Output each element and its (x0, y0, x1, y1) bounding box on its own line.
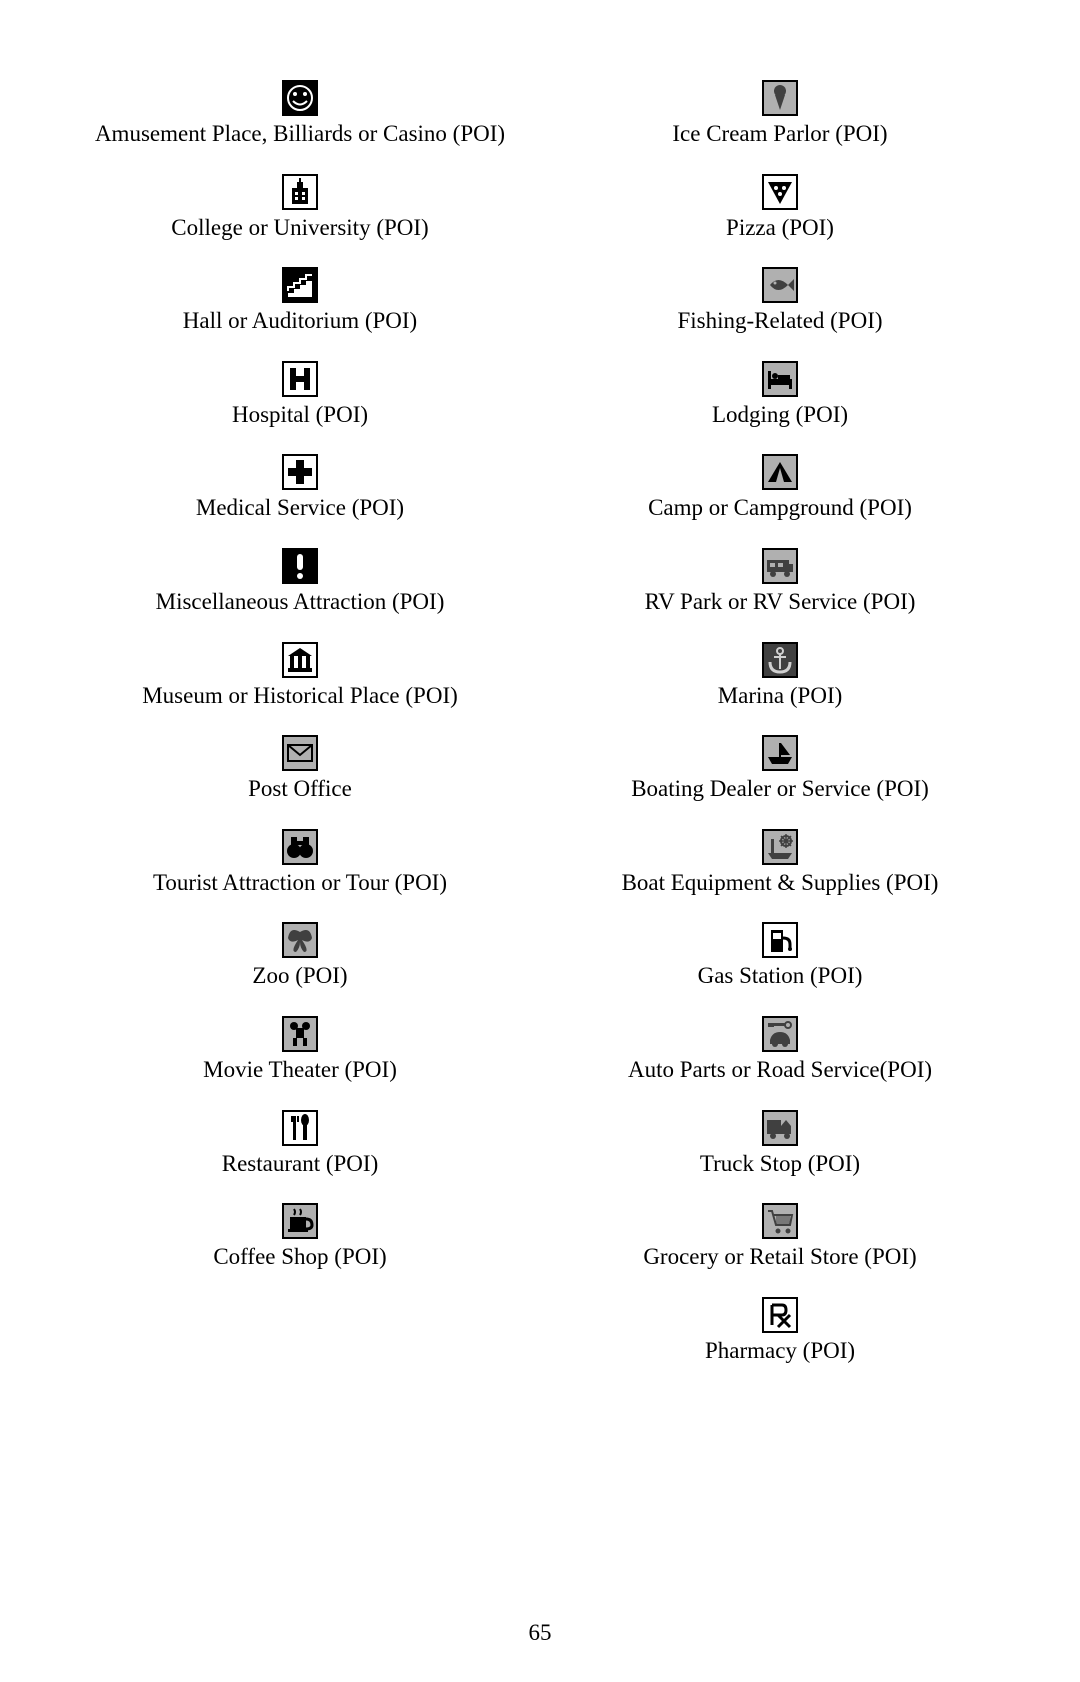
poi-label: Pharmacy (POI) (705, 1337, 855, 1365)
boat-equip-icon (762, 829, 798, 865)
pharmacy-icon (762, 1297, 798, 1333)
boat-dealer-icon (762, 735, 798, 771)
poi-label: RV Park or RV Service (POI) (645, 588, 916, 616)
poi-label: Miscellaneous Attraction (POI) (156, 588, 445, 616)
grocery-icon (762, 1203, 798, 1239)
poi-label: Auto Parts or Road Service(POI) (628, 1056, 932, 1084)
poi-label: Marina (POI) (718, 682, 843, 710)
poi-label: Pizza (POI) (726, 214, 834, 242)
left-column: Amusement Place, Billiards or Casino (PO… (60, 80, 540, 1580)
poi-label: Post Office (248, 775, 352, 803)
fishing-icon (762, 267, 798, 303)
poi-entry-college: College or University (POI) (171, 174, 428, 242)
poi-entry-pharmacy: Pharmacy (POI) (705, 1297, 855, 1365)
poi-entry-movie: Movie Theater (POI) (203, 1016, 397, 1084)
poi-entry-boat-equip: Boat Equipment & Supplies (POI) (622, 829, 939, 897)
poi-label: Medical Service (POI) (196, 494, 404, 522)
poi-label: Ice Cream Parlor (POI) (672, 120, 887, 148)
poi-entry-pizza: Pizza (POI) (726, 174, 834, 242)
poi-entry-lodging: Lodging (POI) (712, 361, 848, 429)
poi-label: College or University (POI) (171, 214, 428, 242)
truck-stop-icon (762, 1110, 798, 1146)
hall-icon (282, 267, 318, 303)
poi-label: Hall or Auditorium (POI) (183, 307, 417, 335)
poi-label: Truck Stop (POI) (700, 1150, 860, 1178)
ice-cream-icon (762, 80, 798, 116)
poi-entry-zoo: Zoo (POI) (252, 922, 347, 990)
poi-entry-medical: Medical Service (POI) (196, 454, 404, 522)
poi-label: Museum or Historical Place (POI) (142, 682, 458, 710)
coffee-icon (282, 1203, 318, 1239)
page: Amusement Place, Billiards or Casino (PO… (0, 0, 1080, 1682)
camp-icon (762, 454, 798, 490)
poi-entry-hospital: Hospital (POI) (232, 361, 368, 429)
poi-label: Hospital (POI) (232, 401, 368, 429)
poi-entry-post-office: Post Office (248, 735, 352, 803)
poi-label: Grocery or Retail Store (POI) (643, 1243, 916, 1271)
poi-label: Fishing-Related (POI) (677, 307, 882, 335)
poi-entry-gas: Gas Station (POI) (698, 922, 863, 990)
poi-entry-boat-dealer: Boating Dealer or Service (POI) (631, 735, 929, 803)
poi-entry-truck-stop: Truck Stop (POI) (700, 1110, 860, 1178)
tourist-icon (282, 829, 318, 865)
poi-entry-amusement: Amusement Place, Billiards or Casino (PO… (95, 80, 505, 148)
lodging-icon (762, 361, 798, 397)
restaurant-icon (282, 1110, 318, 1146)
poi-entry-restaurant: Restaurant (POI) (222, 1110, 379, 1178)
page-number: 65 (0, 1620, 1080, 1646)
columns: Amusement Place, Billiards or Casino (PO… (60, 80, 1020, 1580)
poi-label: Amusement Place, Billiards or Casino (PO… (95, 120, 505, 148)
poi-entry-camp: Camp or Campground (POI) (648, 454, 912, 522)
poi-label: Lodging (POI) (712, 401, 848, 429)
poi-entry-auto-parts: Auto Parts or Road Service(POI) (628, 1016, 932, 1084)
poi-entry-coffee: Coffee Shop (POI) (213, 1203, 386, 1271)
museum-icon (282, 642, 318, 678)
pizza-icon (762, 174, 798, 210)
poi-entry-rv-park: RV Park or RV Service (POI) (645, 548, 916, 616)
medical-icon (282, 454, 318, 490)
marina-icon (762, 642, 798, 678)
poi-entry-museum: Museum or Historical Place (POI) (142, 642, 458, 710)
poi-label: Camp or Campground (POI) (648, 494, 912, 522)
auto-parts-icon (762, 1016, 798, 1052)
rv-park-icon (762, 548, 798, 584)
poi-label: Coffee Shop (POI) (213, 1243, 386, 1271)
poi-entry-ice-cream: Ice Cream Parlor (POI) (672, 80, 887, 148)
poi-entry-fishing: Fishing-Related (POI) (677, 267, 882, 335)
poi-entry-grocery: Grocery or Retail Store (POI) (643, 1203, 916, 1271)
poi-label: Movie Theater (POI) (203, 1056, 397, 1084)
poi-entry-tourist: Tourist Attraction or Tour (POI) (153, 829, 447, 897)
gas-icon (762, 922, 798, 958)
hospital-icon (282, 361, 318, 397)
poi-label: Zoo (POI) (252, 962, 347, 990)
poi-entry-hall: Hall or Auditorium (POI) (183, 267, 417, 335)
right-column: Ice Cream Parlor (POI) Pizza (POI) Fishing… (540, 80, 1020, 1580)
poi-label: Gas Station (POI) (698, 962, 863, 990)
movie-icon (282, 1016, 318, 1052)
zoo-icon (282, 922, 318, 958)
amusement-icon (282, 80, 318, 116)
poi-label: Boating Dealer or Service (POI) (631, 775, 929, 803)
poi-entry-misc-attr: Miscellaneous Attraction (POI) (156, 548, 445, 616)
poi-label: Restaurant (POI) (222, 1150, 379, 1178)
poi-label: Boat Equipment & Supplies (POI) (622, 869, 939, 897)
college-icon (282, 174, 318, 210)
post-office-icon (282, 735, 318, 771)
poi-entry-marina: Marina (POI) (718, 642, 843, 710)
poi-label: Tourist Attraction or Tour (POI) (153, 869, 447, 897)
misc-attr-icon (282, 548, 318, 584)
